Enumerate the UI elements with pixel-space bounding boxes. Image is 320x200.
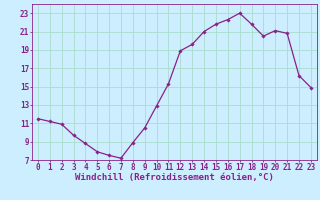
X-axis label: Windchill (Refroidissement éolien,°C): Windchill (Refroidissement éolien,°C) [75,173,274,182]
